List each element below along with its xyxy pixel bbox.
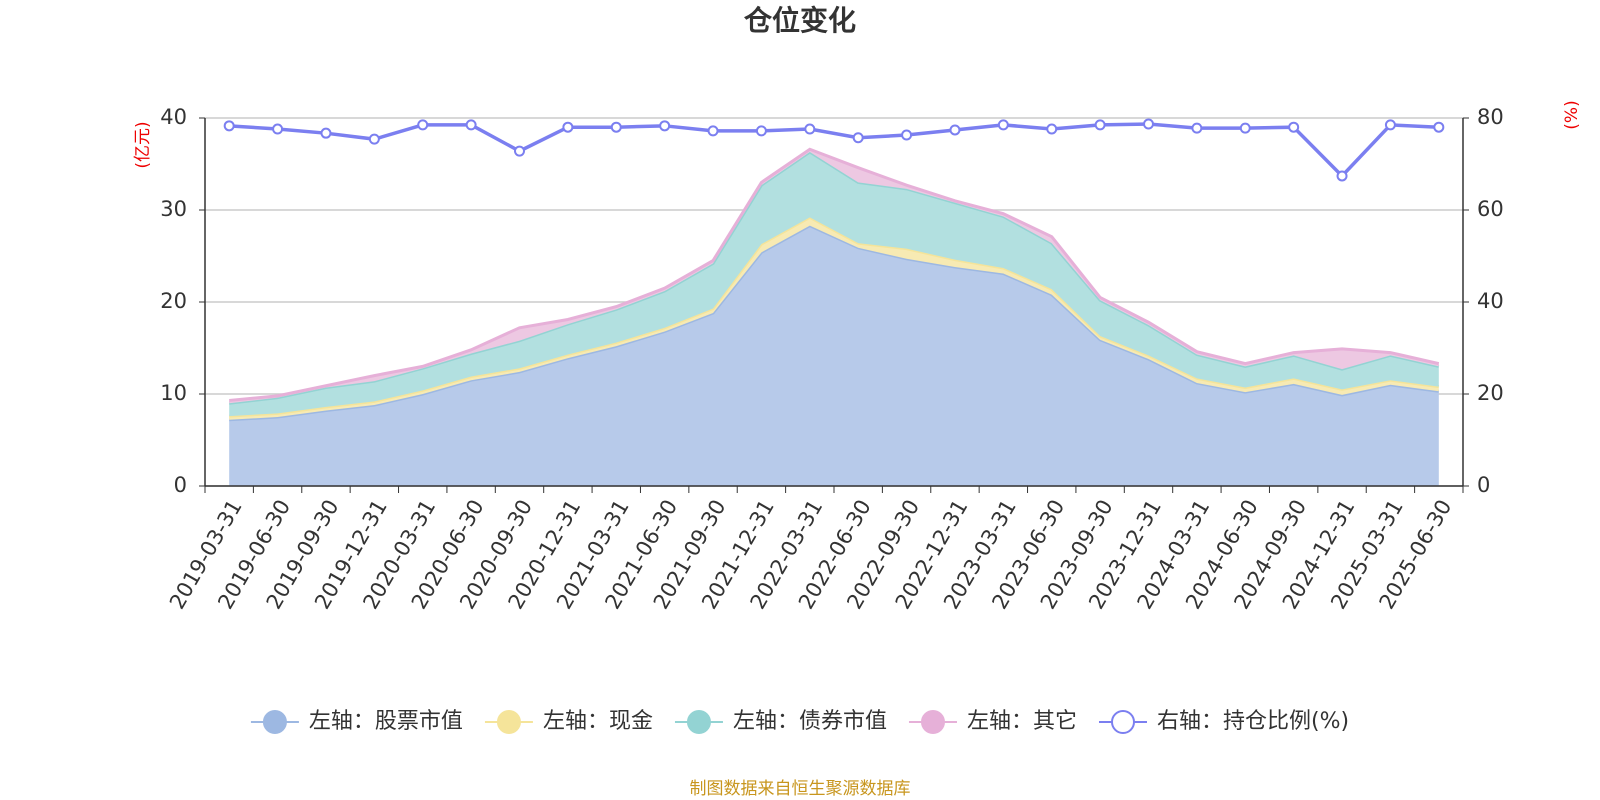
ratio-point bbox=[804, 123, 816, 135]
source-note: 制图数据来自恒生聚源数据库 bbox=[690, 779, 911, 799]
y-tick-label: 0 bbox=[174, 473, 187, 497]
ratio-point bbox=[610, 121, 622, 133]
legend-icon bbox=[262, 710, 287, 734]
area-line bbox=[229, 150, 1440, 405]
area-fill bbox=[229, 152, 1439, 417]
ratio-point bbox=[707, 125, 719, 137]
legend-label: 左轴：债券市值 bbox=[733, 709, 887, 734]
ratio-point bbox=[1143, 118, 1154, 130]
ratio-point bbox=[852, 132, 864, 144]
ratio-point bbox=[368, 133, 380, 145]
area-fill bbox=[229, 225, 1439, 486]
y-tick-label: 20 bbox=[160, 289, 187, 313]
y-tick-label: 30 bbox=[160, 197, 187, 221]
ratio-point bbox=[320, 127, 332, 139]
ratio-point bbox=[1094, 119, 1106, 131]
legend-label: 左轴：其它 bbox=[967, 709, 1077, 734]
y2-tick-label: 40 bbox=[1477, 289, 1504, 313]
legend-item: 左轴：股票市值 bbox=[250, 709, 463, 734]
y-axis-label: (亿元) bbox=[133, 121, 153, 168]
area-line bbox=[229, 147, 1440, 402]
y2-tick-label: 20 bbox=[1477, 381, 1504, 405]
ratio-point bbox=[1191, 122, 1203, 134]
ratio-line bbox=[229, 122, 1439, 179]
legend-icon bbox=[686, 710, 711, 734]
legend-item: 左轴：其它 bbox=[908, 709, 1077, 734]
ratio-point bbox=[755, 125, 767, 137]
legend-label: 左轴：现金 bbox=[543, 709, 653, 734]
y2-tick-label: 0 bbox=[1477, 473, 1490, 497]
y-tick-label: 40 bbox=[160, 105, 187, 129]
legend-icon bbox=[496, 710, 521, 734]
legend-icon bbox=[1110, 710, 1135, 734]
legend-item: 左轴：债券市值 bbox=[674, 709, 887, 734]
ratio-point bbox=[272, 123, 284, 135]
ratio-point bbox=[465, 119, 477, 131]
ratio-point bbox=[1384, 119, 1396, 131]
ratio-point bbox=[997, 119, 1009, 131]
legend-item: 左轴：现金 bbox=[484, 709, 653, 734]
ratio-point bbox=[1288, 121, 1300, 133]
legend: 左轴：股票市值 左轴：现金 左轴：债券市值 左轴：其它 右轴：持仓比例(%) bbox=[250, 709, 1349, 734]
y2-axis-label: (%) bbox=[1562, 100, 1582, 129]
chart-title: 仓位变化 bbox=[744, 4, 856, 37]
ratio-point bbox=[223, 120, 235, 132]
ratio-point bbox=[1046, 123, 1058, 135]
legend-label: 左轴：股票市值 bbox=[309, 709, 463, 734]
y2-tick-label: 80 bbox=[1477, 105, 1504, 129]
legend-item: 右轴：持仓比例(%) bbox=[1098, 709, 1349, 734]
ratio-point bbox=[514, 145, 525, 157]
y2-tick-label: 60 bbox=[1477, 197, 1504, 221]
ratio-point bbox=[901, 129, 913, 141]
ratio-point bbox=[659, 120, 671, 132]
ratio-point bbox=[1336, 170, 1348, 182]
area-line bbox=[229, 215, 1440, 418]
legend-label: 右轴：持仓比例(%) bbox=[1157, 709, 1349, 734]
ratio-point bbox=[562, 121, 574, 133]
ratio-point bbox=[417, 119, 429, 131]
ratio-point bbox=[949, 124, 961, 136]
ratio-point bbox=[1239, 122, 1251, 134]
legend-icon bbox=[920, 710, 945, 734]
y-tick-label: 10 bbox=[160, 381, 187, 405]
ratio-point bbox=[1433, 121, 1445, 133]
